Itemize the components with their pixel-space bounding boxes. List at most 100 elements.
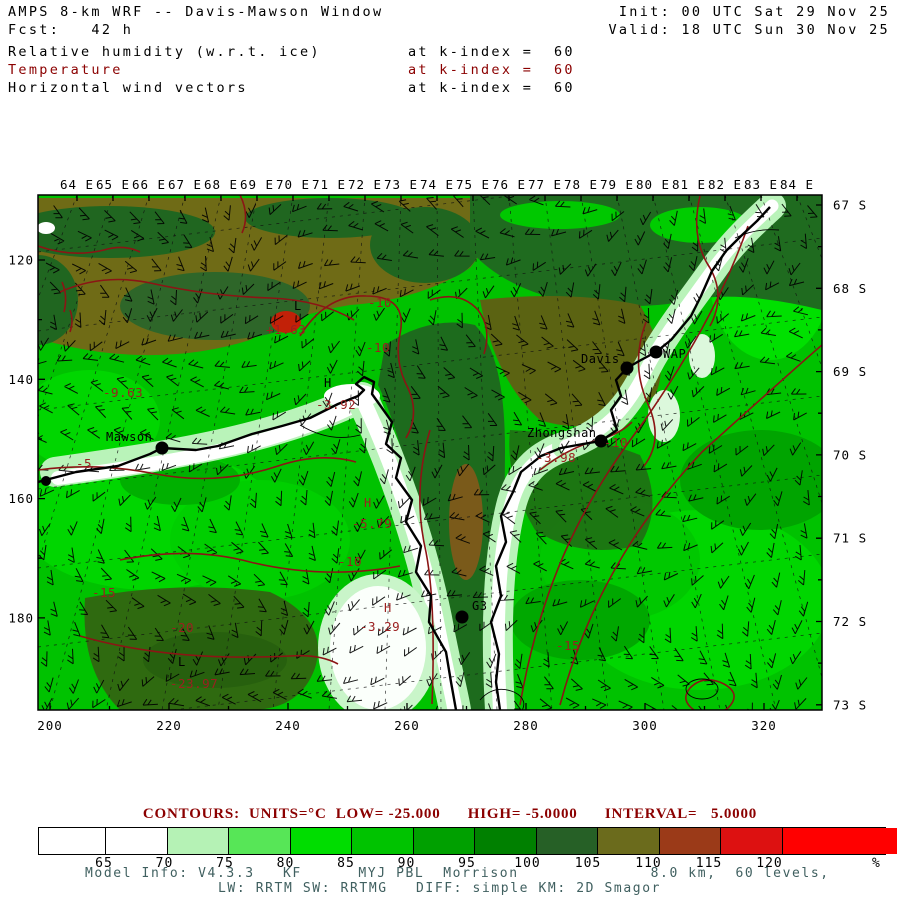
- lon-label: 68 E: [204, 177, 238, 192]
- station-label: G3: [472, 599, 487, 613]
- colorbar-cell: [351, 828, 413, 854]
- lon-label: 80 E: [636, 177, 670, 192]
- xgrid-label: 300: [632, 718, 658, 733]
- extremum-label: H: [324, 376, 332, 390]
- colorbar-cell: [228, 828, 290, 854]
- station-dot: [620, 361, 634, 375]
- xgrid-label: 200: [37, 718, 63, 733]
- colorbar-cell: [597, 828, 659, 854]
- colorbar: [38, 827, 897, 855]
- contour-value-label: -3.92: [316, 397, 356, 412]
- contour-value-label: -15: [92, 585, 116, 600]
- contour-value-label: -5.79: [352, 516, 392, 531]
- contour-value-label: +1.63: [266, 322, 306, 337]
- lon-label: 81 E: [672, 177, 706, 192]
- axis-tick-layer: [38, 195, 822, 710]
- lat-label: 71 S: [833, 531, 867, 546]
- xgrid-label: 240: [275, 718, 301, 733]
- model-info-line1: Model Info: V4.3.3 KF MYJ PBL Morrison 8…: [85, 866, 830, 881]
- wind-barb-layer: [38, 195, 818, 710]
- xgrid-label: 220: [156, 718, 182, 733]
- field-1-label: Relative humidity (w.r.t. ice): [8, 44, 321, 60]
- lon-label: 69 E: [240, 177, 274, 192]
- field-3-level: at k-index = 60: [408, 80, 575, 96]
- graticule-lines: [38, 195, 822, 710]
- contour-value-label: -20: [170, 620, 194, 635]
- lat-label: 67 S: [833, 198, 867, 213]
- lon-label: 66 E: [132, 177, 166, 192]
- lon-label: 73 E: [384, 177, 418, 192]
- contour-value-label: -15: [556, 638, 580, 653]
- station-dot: [455, 610, 469, 624]
- contour-value-label: -3.29: [360, 619, 400, 634]
- colorbar-tick-label: 75: [216, 856, 234, 871]
- map-text-labels: -9.63 +1.63 -10 -10 -3.92 -5.79 -10 -3.29 -15 -20…: [76, 295, 628, 691]
- contour-value-label: -10: [604, 435, 628, 450]
- forecast-hour: Fcst: 42 h: [8, 22, 134, 38]
- contour-value-label: -3.98: [536, 450, 576, 465]
- colorbar-tick-label: 120: [756, 856, 783, 871]
- contour-value-label: -10: [366, 340, 390, 355]
- station-dot: [155, 441, 169, 455]
- station-label: Davis: [581, 352, 620, 366]
- extremum-label: H: [384, 601, 392, 615]
- colorbar-cell: [720, 828, 782, 854]
- axis-label-layer: 64 E 65 E 66 E 67 E 68 E 69 E 70 E 71 E 72 E 73 E…: [8, 177, 867, 733]
- colorbar-cell: [166, 828, 228, 854]
- lon-label: 77 E: [528, 177, 562, 192]
- colorbar-cell: [39, 828, 105, 854]
- lon-label: 71 E: [312, 177, 346, 192]
- colorbar-tick-label: 105: [574, 856, 602, 871]
- field-1-level: at k-index = 60: [408, 44, 575, 60]
- station-label: WAP: [663, 347, 686, 361]
- field-2-level: at k-index = 60: [408, 62, 575, 78]
- station-dot: [594, 434, 608, 448]
- rh-shading: [38, 195, 822, 710]
- lon-label: 75 E: [456, 177, 490, 192]
- model-info-line2: LW: RRTM SW: RRTMG DIFF: simple KM: 2D S…: [218, 881, 662, 896]
- colorbar-tick-label: 80: [276, 856, 295, 871]
- lon-label: 82 E: [708, 177, 742, 192]
- colorbar-tick-label: 100: [514, 856, 541, 871]
- colorbar-unit-label: %: [872, 856, 881, 871]
- extremum-label: H: [364, 496, 372, 510]
- plot-title: AMPS 8-km WRF -- Davis-Mawson Window: [8, 4, 384, 20]
- xgrid-label: 280: [513, 718, 539, 733]
- lon-label: 84 E: [780, 177, 814, 192]
- colorbar-cell: [412, 828, 474, 854]
- lat-label: 70 S: [833, 447, 867, 462]
- lon-label: 78 E: [564, 177, 598, 192]
- colorbar-tick-label: 115: [695, 856, 723, 871]
- colorbar-cell: [474, 828, 536, 854]
- valid-time: Valid: 18 UTC Sun 30 Nov 25: [608, 22, 890, 38]
- ygrid-label: 120: [8, 253, 34, 268]
- lat-label: 68 S: [833, 281, 867, 296]
- contour-value-label: -10: [368, 295, 392, 310]
- lon-label: 67 E: [168, 177, 202, 192]
- ygrid-label: 160: [8, 491, 34, 506]
- wind-barbs: [38, 195, 818, 710]
- temperature-contours: [38, 195, 822, 710]
- colorbar-cell: [105, 828, 167, 854]
- field-2-label: Temperature: [8, 62, 123, 78]
- colorbar-tick-label: 90: [397, 856, 416, 871]
- colorbar-tick-label: 95: [458, 856, 476, 871]
- lon-label: 83 E: [744, 177, 778, 192]
- axis-ticks: [38, 195, 822, 710]
- xgrid-label: 260: [394, 718, 420, 733]
- colorbar-cell: [289, 828, 351, 854]
- contour-value-label: -9.63: [103, 385, 143, 400]
- colorbar-tick-label: 70: [155, 856, 174, 871]
- colorbar-tick-label: 65: [95, 856, 113, 871]
- colorbar-cell: [781, 828, 897, 854]
- contour-value-label: -5: [76, 456, 92, 471]
- contour-value-label: -23.97: [170, 676, 218, 691]
- lon-label: 64 E: [60, 177, 94, 192]
- coastline: [38, 206, 771, 710]
- contour-value-label: -10: [338, 554, 362, 569]
- stations: Mawson Davis WAP Zhongshan G3: [106, 345, 686, 624]
- lon-label: 72 E: [348, 177, 382, 192]
- xgrid-label: 320: [751, 718, 777, 733]
- lon-label: 79 E: [600, 177, 634, 192]
